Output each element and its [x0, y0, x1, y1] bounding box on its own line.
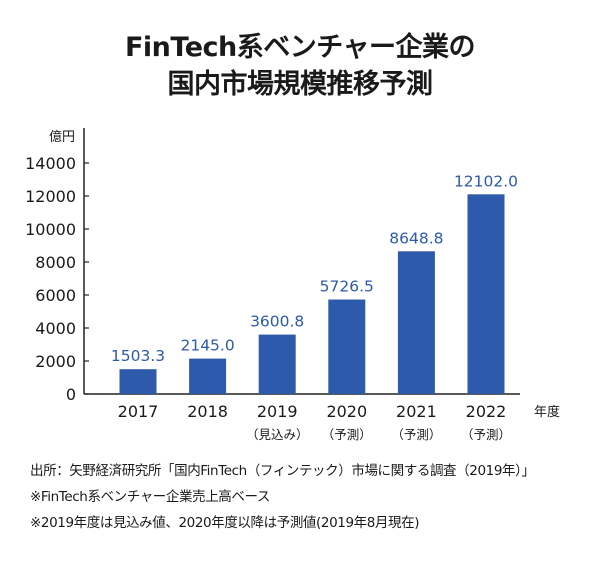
y-axis-unit: 億円	[49, 129, 75, 145]
x-sublabel-2020: （予測）	[322, 427, 372, 442]
basis-note: ※FinTech系ベンチャー企業売上高ベース	[30, 489, 271, 505]
y-tick-label: 14000	[25, 154, 76, 173]
chart-title-line-1: FinTech系ベンチャー企業の	[124, 32, 476, 63]
x-tick-label-2020: 2020	[326, 402, 367, 421]
x-tick-label-2021: 2021	[396, 402, 437, 421]
data-label-2022: 12102.0	[454, 172, 518, 190]
estimate-note: ※2019年度は見込み値、2020年度以降は予測値(2019年8月現在)	[30, 515, 420, 531]
y-tick-label: 0	[66, 385, 76, 404]
x-sublabel-2022: （予測）	[461, 427, 511, 442]
bar-2022	[467, 194, 505, 394]
data-label-2019: 3600.8	[250, 313, 304, 331]
x-tick-label-2017: 2017	[118, 402, 159, 421]
data-label-2020: 5726.5	[320, 278, 374, 296]
source-note: 出所：矢野経済研究所「国内FinTech（フィンテック）市場に関する調査（201…	[30, 463, 535, 479]
y-tick-label: 12000	[25, 187, 76, 206]
bar-2019	[258, 334, 296, 394]
x-sublabel-2021: （予測）	[391, 427, 441, 442]
bar-chart: 億円 0 2000 4000 6000 8000 10000 12000 14000 1503.3…	[25, 128, 560, 442]
x-tick-label-2022: 2022	[466, 402, 507, 421]
y-tick-label: 8000	[35, 253, 76, 272]
x-tick-label-2019: 2019	[257, 402, 298, 421]
y-tick-label: 4000	[35, 319, 76, 338]
y-tick-label: 2000	[35, 352, 76, 371]
x-tick-label-2018: 2018	[187, 402, 228, 421]
bar-2021	[397, 251, 435, 394]
bar-2017	[119, 369, 157, 394]
x-axis-unit: 年度	[534, 404, 560, 420]
bar-2018	[189, 358, 227, 394]
data-label-2017: 1503.3	[111, 347, 165, 365]
y-tick-label: 10000	[25, 220, 76, 239]
data-label-2018: 2145.0	[180, 337, 234, 355]
y-tick-label: 6000	[35, 286, 76, 305]
chart-title-line-2: 国内市場規模推移予測	[167, 69, 434, 100]
notes: 出所：矢野経済研究所「国内FinTech（フィンテック）市場に関する調査（201…	[30, 458, 590, 536]
bar-2020	[328, 299, 366, 394]
x-sublabel-2019: （見込み）	[246, 427, 309, 442]
data-label-2021: 8648.8	[389, 229, 443, 247]
